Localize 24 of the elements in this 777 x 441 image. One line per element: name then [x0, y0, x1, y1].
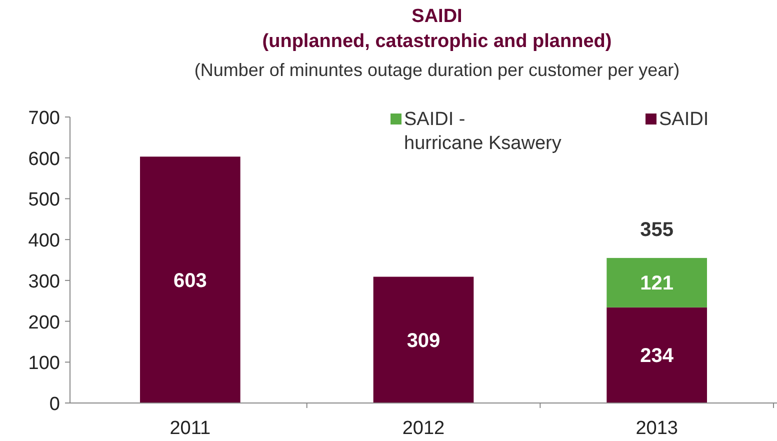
bar [606, 307, 707, 403]
y-tick-label: 700 [28, 108, 60, 129]
chart-subtitle: (Number of minuntes outage duration per customer per year) [194, 60, 680, 80]
y-tick-label: 300 [28, 271, 60, 292]
data-label: 234 [640, 345, 674, 368]
legend-label: SAIDI [659, 109, 709, 130]
bar [140, 156, 240, 403]
bar [606, 258, 707, 308]
y-tick-label: 200 [28, 312, 60, 334]
y-tick-label: 600 [28, 148, 60, 170]
total-label: 355 [640, 218, 674, 241]
x-tick-label: 2012 [402, 418, 445, 439]
y-tick-label: 0 [49, 394, 60, 415]
legend-label: SAIDI - hurricane Ksawery [404, 109, 562, 154]
y-tick-label: 400 [28, 230, 60, 252]
x-tick-label: 2011 [170, 418, 211, 439]
y-tick-label: 500 [28, 190, 60, 211]
y-tick-label: 100 [28, 353, 60, 374]
data-label: 309 [406, 330, 440, 352]
x-tick-label: 2013 [636, 418, 678, 439]
bar [373, 276, 474, 403]
chart-title: SAIDI (unplanned, catastrophic and planned) [262, 6, 612, 52]
data-label: 121 [640, 272, 674, 295]
data-label: 603 [173, 270, 207, 292]
